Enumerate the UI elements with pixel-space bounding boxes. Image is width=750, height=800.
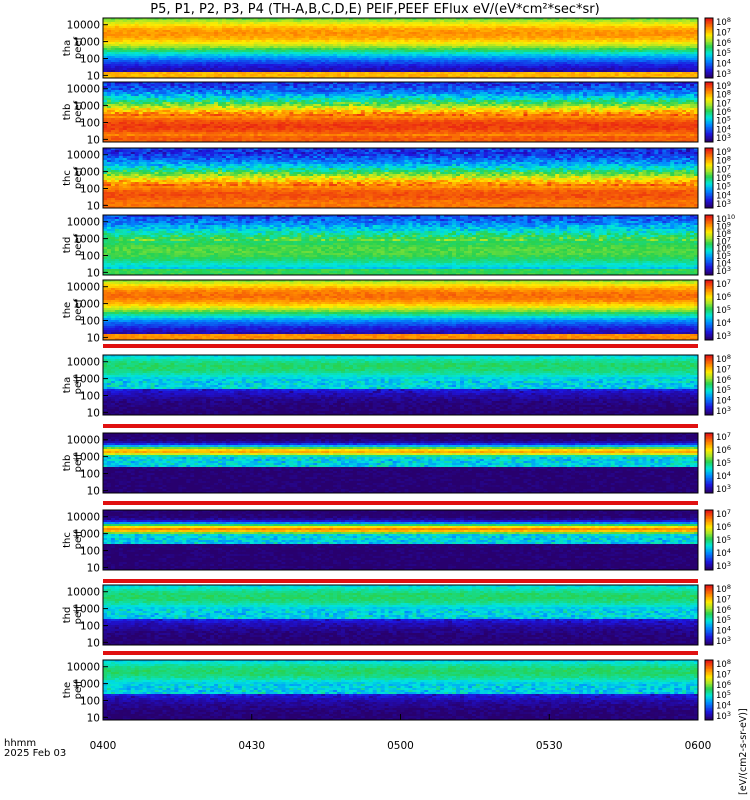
heatmap-cells	[103, 18, 698, 78]
